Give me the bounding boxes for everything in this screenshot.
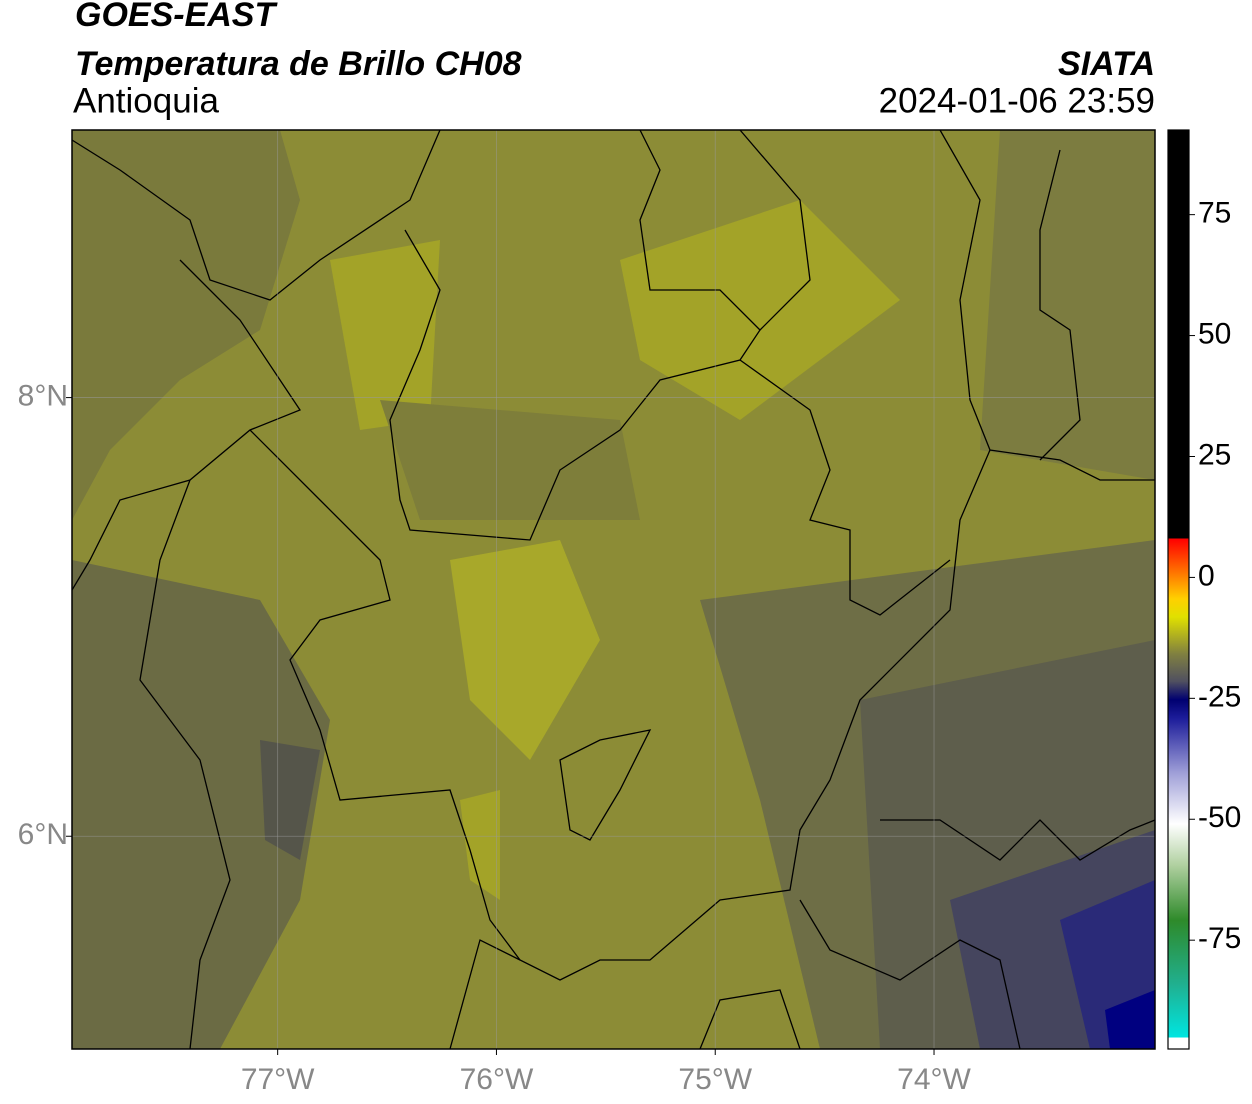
title: GOES-EAST	[75, 0, 278, 34]
x-tick-label: 77°W	[241, 1063, 315, 1096]
source: SIATA	[1058, 45, 1155, 83]
colorbar-tick-label: 50	[1198, 317, 1231, 350]
x-tick-label: 76°W	[460, 1063, 534, 1096]
colorbar-tick-label: -25	[1198, 680, 1241, 713]
colorbar-tick-label: 25	[1198, 438, 1231, 471]
region: Antioquia	[73, 81, 219, 120]
y-tick-label: 6°N	[18, 818, 68, 851]
x-tick-label: 74°W	[897, 1063, 971, 1096]
x-tick-label: 75°W	[678, 1063, 752, 1096]
map-image	[72, 130, 1155, 1049]
grid	[72, 130, 1155, 1049]
colorbar	[1167, 129, 1190, 1050]
map-frame	[71, 129, 1156, 1050]
colorbar-tick-label: -75	[1198, 922, 1241, 955]
y-tick-label: 8°N	[18, 380, 68, 413]
colorbar-tick-label: 0	[1198, 559, 1215, 592]
colorbar-tick-label: -50	[1198, 801, 1241, 834]
colorbar-tick-label: 75	[1198, 197, 1231, 230]
subtitle: Temperatura de Brillo CH08	[75, 45, 522, 83]
timestamp: 2024-01-06 23:59	[879, 81, 1155, 120]
